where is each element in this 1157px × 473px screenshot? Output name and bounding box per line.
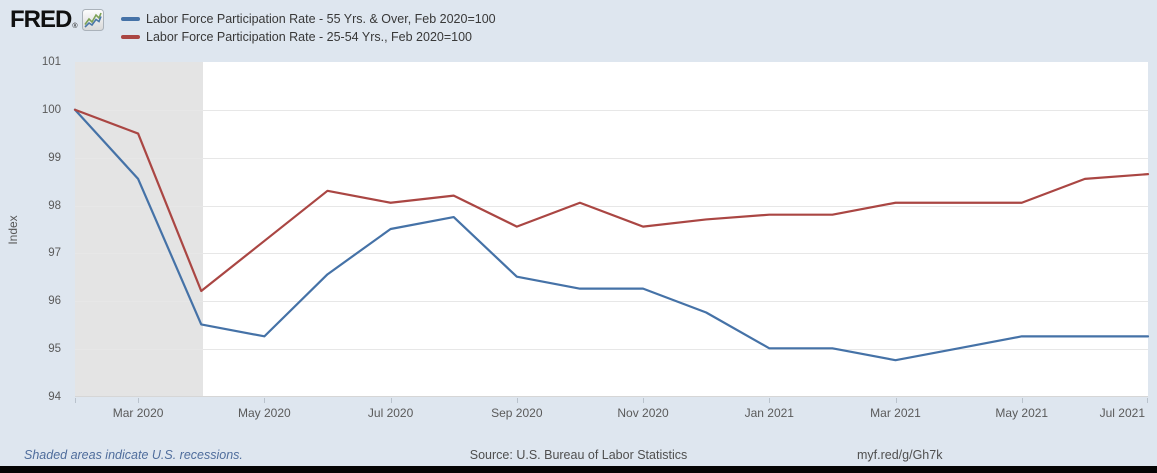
legend-marker <box>121 17 140 21</box>
source-text: Source: U.S. Bureau of Labor Statistics <box>469 448 688 462</box>
legend: Labor Force Participation Rate - 55 Yrs.… <box>121 10 496 46</box>
plot-area[interactable] <box>73 62 1150 397</box>
x-axis-tick <box>1021 398 1023 403</box>
gridline <box>75 253 1148 255</box>
gridline <box>75 301 1148 303</box>
legend-label: Labor Force Participation Rate - 25-54 Y… <box>146 30 473 44</box>
x-tick-label: Jan 2021 <box>744 406 794 420</box>
x-axis-tick <box>138 398 140 403</box>
x-tick-label: May 2021 <box>995 406 1049 420</box>
y-tick-label: 99 <box>48 151 61 164</box>
y-tick-label: 98 <box>48 199 61 212</box>
gridline <box>75 157 1148 159</box>
x-axis-tick <box>1147 398 1148 403</box>
legend-label: Labor Force Participation Rate - 55 Yrs.… <box>146 12 496 26</box>
x-tick-label: Jul 2021 <box>1099 406 1145 420</box>
fred-logo-text: FRED <box>10 6 72 33</box>
x-tick-label: Mar 2021 <box>870 406 921 420</box>
y-tick-label: 94 <box>48 391 61 403</box>
x-axis-tick <box>895 398 897 403</box>
series-line-25-54[interactable] <box>73 108 1150 293</box>
legend-marker <box>121 35 140 39</box>
x-axis-tick <box>516 398 518 403</box>
graph-header: FRED ® Labor Forc <box>0 0 1157 62</box>
x-axis-tick <box>75 398 76 403</box>
legend-item-55-over[interactable]: Labor Force Participation Rate - 55 Yrs.… <box>121 10 496 28</box>
recessions-note-link[interactable]: Shaded areas indicate U.S. recessions. <box>24 448 243 462</box>
footer: Shaded areas indicate U.S. recessions. S… <box>0 448 1157 466</box>
x-axis-tick <box>390 398 392 403</box>
legend-item-25-54[interactable]: Labor Force Participation Rate - 25-54 Y… <box>121 28 496 46</box>
gridline <box>75 349 1148 351</box>
fred-sparkline-icon <box>81 9 104 36</box>
bottom-bar <box>0 466 1157 473</box>
x-axis-tick <box>264 398 266 403</box>
gridline <box>75 109 1148 111</box>
y-axis-labels: 94 95 96 97 98 99 100 101 <box>0 56 68 403</box>
y-tick-label: 95 <box>48 343 61 356</box>
x-axis-tick <box>643 398 645 403</box>
gridline <box>75 205 1148 207</box>
x-tick-label: Jul 2020 <box>367 406 414 420</box>
y-tick-label: 96 <box>48 295 61 308</box>
series-line-55-over[interactable] <box>73 108 1150 362</box>
x-tick-label: Sep 2020 <box>491 406 543 420</box>
permalink-text: myf.red/g/Gh7k <box>857 448 943 462</box>
registered-trademark-symbol: ® <box>72 23 78 30</box>
x-tick-label: Nov 2020 <box>617 406 669 420</box>
y-tick-label: 100 <box>41 103 61 116</box>
series-lines <box>73 108 1150 362</box>
x-tick-label: Mar 2020 <box>112 406 164 420</box>
x-axis: Mar 2020 May 2020 Jul 2020 Sep 2020 Nov 2020… <box>75 398 1148 426</box>
x-tick-label: May 2020 <box>237 406 291 420</box>
x-axis-tick <box>769 398 771 403</box>
y-tick-label: 101 <box>41 56 61 68</box>
fred-logo[interactable]: FRED ® <box>10 8 104 36</box>
y-tick-label: 97 <box>48 247 61 260</box>
